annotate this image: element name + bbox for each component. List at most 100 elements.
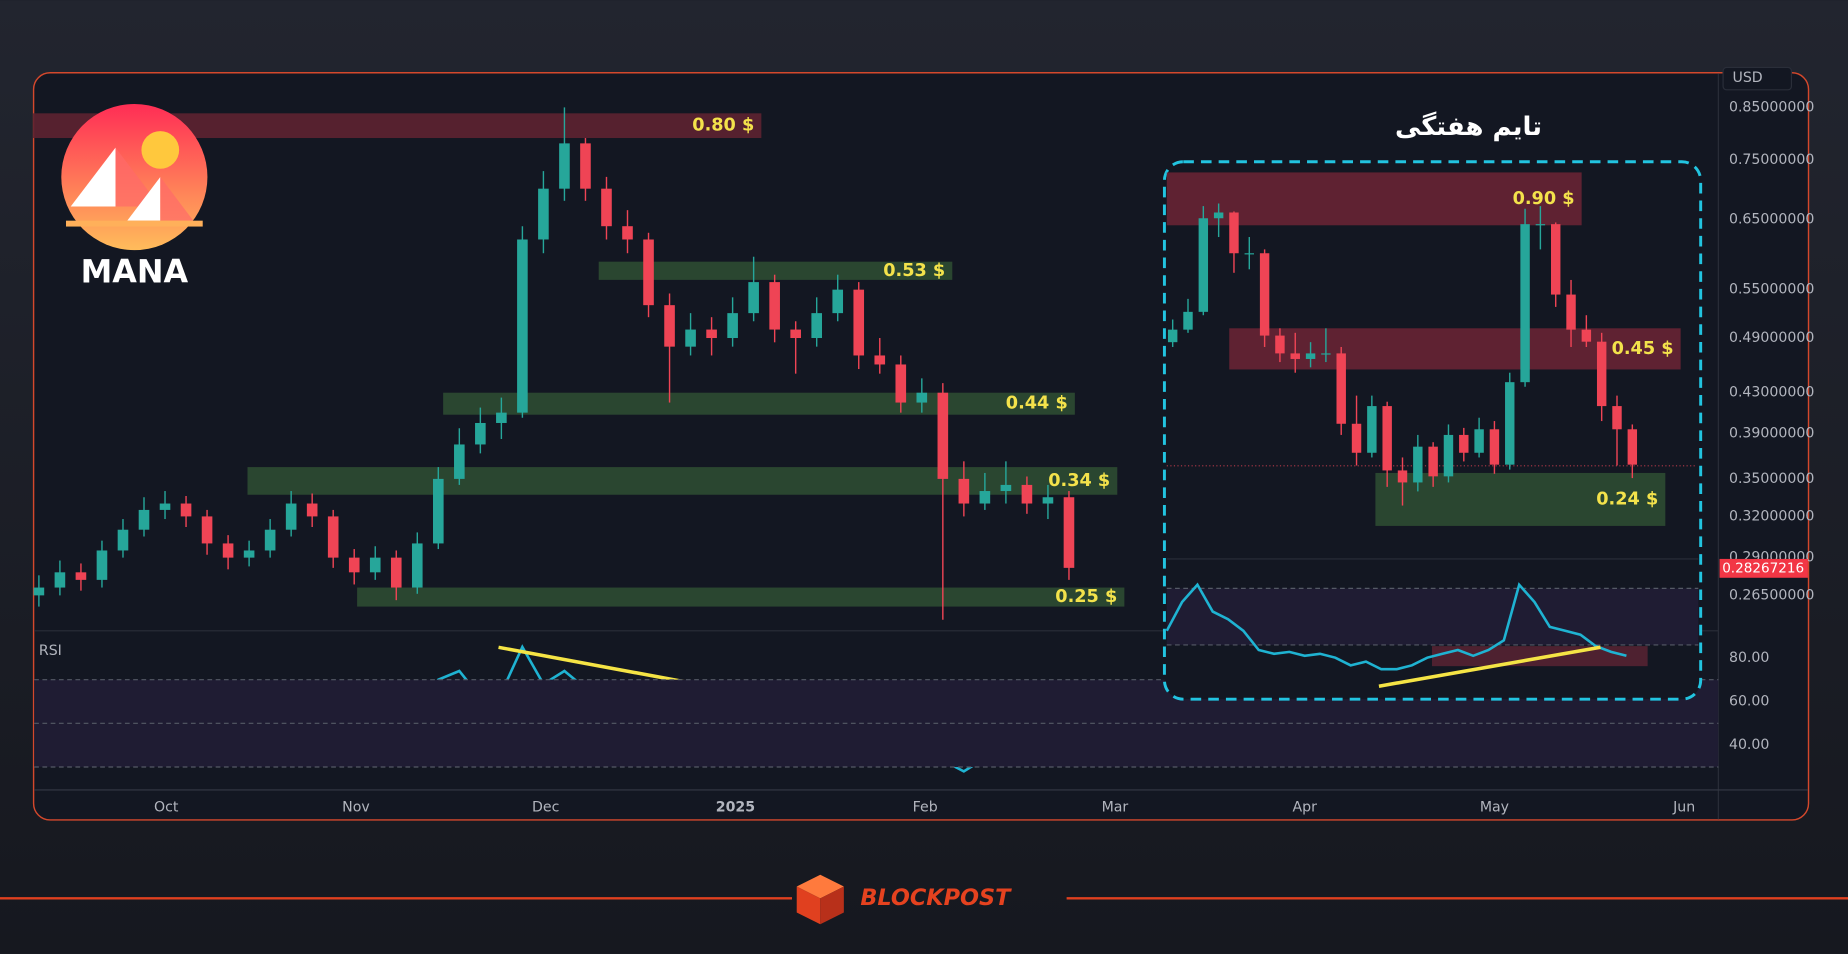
candle-body: [1275, 335, 1285, 354]
y-tick-label: 40.00: [1729, 737, 1769, 753]
y-tick-label: 0.75000000: [1729, 152, 1814, 168]
candle-body: [1596, 341, 1607, 407]
y-tick-label: 0.43000000: [1729, 385, 1814, 401]
candle-body: [622, 226, 633, 240]
zone-label: 0.80 $: [692, 116, 754, 136]
candle-body: [1474, 429, 1484, 453]
candle-body: [1535, 224, 1546, 226]
coin-name: MANA: [81, 253, 189, 291]
candle-body: [517, 239, 528, 413]
candle-body: [1505, 382, 1515, 465]
candle-body: [454, 444, 465, 479]
candle-body: [1167, 329, 1178, 343]
inset-rsi-zone: [1431, 646, 1648, 667]
y-tick-label: 0.85000000: [1729, 99, 1814, 115]
candle-body: [601, 188, 612, 227]
candle-body: [748, 282, 759, 314]
candle-body: [75, 572, 87, 580]
zone-label: 0.44 $: [1006, 394, 1068, 414]
candle-body: [1290, 353, 1300, 359]
candle-body: [1305, 353, 1316, 359]
candle-body: [1581, 329, 1592, 342]
x-tick-label: Dec: [532, 800, 559, 816]
x-tick-label: Apr: [1292, 800, 1317, 816]
candle-body: [1336, 353, 1346, 424]
brand-icon: [796, 874, 844, 925]
candle-body: [727, 313, 738, 339]
candle-body: [706, 329, 717, 339]
x-tick-label: Feb: [913, 800, 938, 816]
last-price-label: 0.28267216: [1722, 560, 1804, 576]
candle-body: [264, 529, 276, 551]
currency: USD: [1733, 70, 1763, 86]
candle-body: [54, 572, 66, 588]
candle-body: [559, 143, 570, 189]
currency-box: [1722, 66, 1793, 91]
x-tick-label: Mar: [1102, 800, 1129, 816]
candle-body: [895, 364, 907, 403]
candle-body: [1443, 434, 1454, 477]
candle-body: [1213, 212, 1224, 219]
candle-body: [958, 478, 970, 504]
candle-body: [664, 305, 675, 347]
inset-rsi-band: [1166, 588, 1699, 645]
candle-body: [1367, 406, 1377, 453]
candle-body: [1612, 406, 1622, 430]
y-tick-label: 0.65000000: [1729, 212, 1814, 228]
candle-body: [369, 557, 381, 573]
candle-body: [285, 503, 297, 530]
y-tick-label: 0.26500000: [1729, 587, 1814, 603]
zone-label: 0.90 $: [1513, 189, 1575, 209]
candle-body: [96, 550, 108, 580]
candle-body: [790, 329, 801, 339]
inset-title: تایم هفتگی: [1395, 111, 1542, 142]
candle-body: [1459, 434, 1469, 453]
candle-body: [1566, 294, 1576, 330]
candle-body: [538, 188, 549, 240]
x-tick-label: Jun: [1672, 800, 1695, 816]
candle-body: [979, 491, 991, 504]
zone-label: 0.53 $: [883, 261, 945, 281]
main-price-pane: 0.80 $ 0.53 $ 0.44 $ 0.34 $ 0.25 $ 0.85000000…: [33, 99, 1814, 816]
price-zone: [357, 587, 1125, 607]
candle-body: [643, 239, 654, 306]
y-tick-label: 0.35000000: [1729, 471, 1814, 487]
candle-body: [1428, 446, 1438, 477]
candle-body: [201, 516, 213, 544]
candle-body: [475, 422, 486, 445]
candle-body: [411, 543, 423, 588]
zone-label: 0.24 $: [1596, 489, 1658, 509]
candle-body: [916, 392, 928, 403]
inset-rsi-pane: [1165, 582, 1699, 688]
y-tick-label: 80.00: [1729, 650, 1769, 666]
candle-body: [117, 529, 129, 551]
candle-body: [937, 392, 949, 479]
candle-body: [1042, 497, 1054, 504]
brand-name: BLOCKPOST: [860, 885, 1012, 911]
x-tick-label: Nov: [342, 800, 370, 816]
zone-label: 0.34 $: [1048, 471, 1110, 491]
candle-body: [874, 355, 886, 365]
candle-body: [1183, 311, 1193, 330]
candle-body: [1229, 212, 1239, 254]
x-tick-label: May: [1480, 800, 1509, 816]
candle-body: [1397, 470, 1408, 483]
inset-rsi-trendline: [1378, 645, 1601, 688]
price-zone: [247, 467, 1118, 495]
candle-body: [1551, 224, 1561, 295]
y-tick-label: 0.55000000: [1729, 282, 1814, 298]
rsi-title: RSI: [39, 643, 62, 659]
candle-body: [1063, 497, 1075, 568]
candle-body: [243, 550, 255, 558]
candle-body: [390, 557, 402, 588]
inset-price-pane: 0.90 $ 0.45 $ 0.24 $: [1166, 172, 1699, 560]
price-zone: [598, 261, 953, 280]
x-tick-label: 2025: [716, 800, 755, 816]
candle-body: [685, 329, 696, 347]
candle-body: [1413, 446, 1423, 483]
candle-body: [853, 289, 865, 356]
candle-body: [1198, 218, 1209, 312]
rsi-line: [1165, 582, 1627, 671]
y-tick-label: 60.00: [1729, 694, 1769, 710]
